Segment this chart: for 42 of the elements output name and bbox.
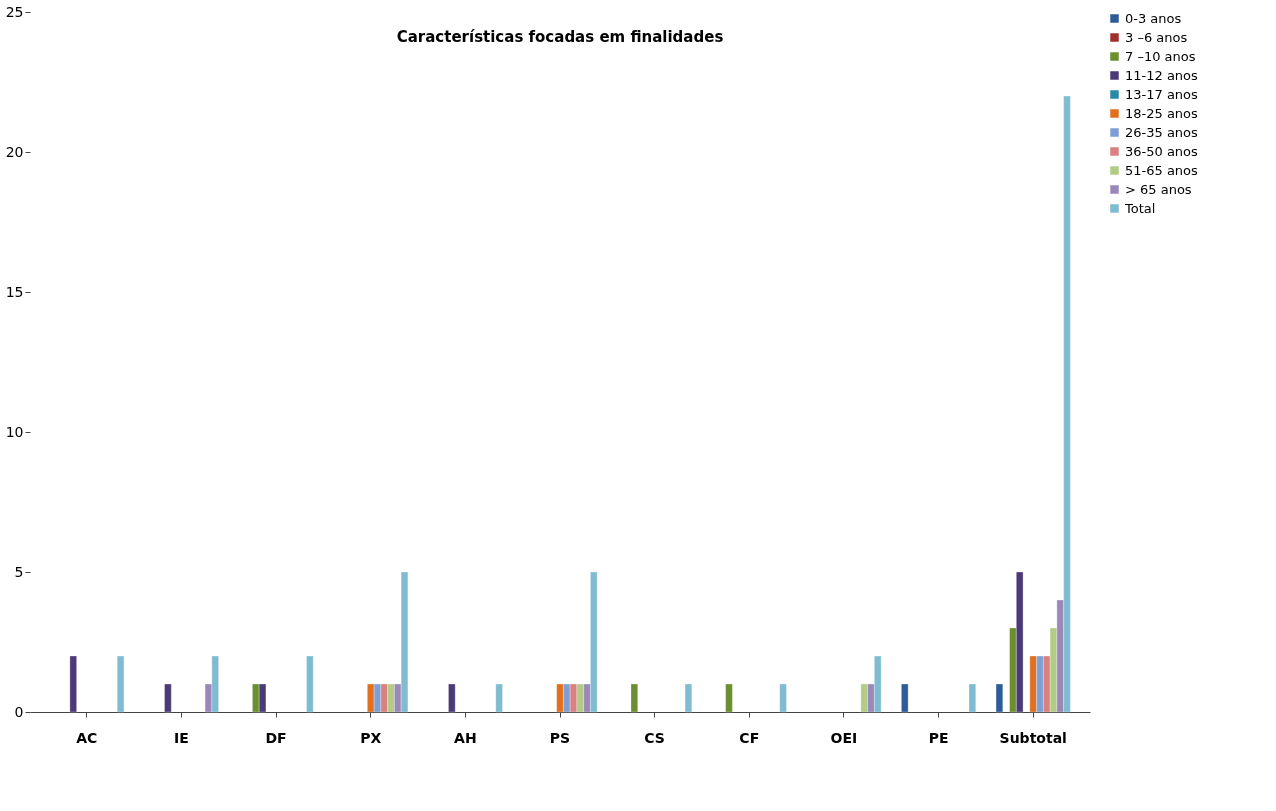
bar: [901, 683, 909, 713]
legend-label: 0-3 anos: [1125, 10, 1182, 26]
x-tick-label: AH: [454, 729, 477, 746]
x-tick-label: PS: [549, 729, 571, 746]
bar: [448, 683, 456, 713]
legend-label: 11-12 anos: [1125, 67, 1199, 83]
bar: [69, 655, 77, 713]
legend-label: > 65 anos: [1125, 181, 1192, 197]
bar: [630, 683, 638, 713]
legend-label: 51-65 anos: [1125, 162, 1199, 178]
text: Características focadas em finalidades: [396, 28, 724, 46]
x-tick-label: CF: [739, 729, 760, 746]
y-tick-label: 15: [5, 283, 24, 300]
y-tick-label: 5: [14, 563, 24, 580]
legend-label: 36-50 anos: [1125, 143, 1199, 159]
x-tick-label: PE: [928, 729, 949, 746]
y-tick-label: 20: [5, 143, 24, 160]
bar: [995, 683, 1003, 713]
x-tick-label: AC: [76, 729, 98, 746]
x-tick-label: IE: [174, 729, 189, 746]
x-tick-label: DF: [265, 729, 287, 746]
y-tick-label: 25: [5, 3, 24, 20]
legend-label: 26-35 anos: [1125, 124, 1199, 140]
legend-label: 7 –10 anos: [1125, 48, 1196, 64]
legend-label: Total: [1124, 200, 1156, 216]
x-tick-label: OEI: [830, 729, 858, 746]
legend-label: 3 –6 anos: [1125, 29, 1188, 45]
bar: [779, 683, 787, 713]
bar: [968, 683, 976, 713]
x-tick-label: Subtotal: [999, 729, 1067, 746]
bar: [164, 683, 172, 713]
legend-label: 18-25 anos: [1125, 105, 1199, 121]
x-tick-label: PX: [360, 729, 382, 746]
y-tick-label: 0: [14, 703, 24, 720]
bar: [725, 683, 733, 713]
y-tick-label: 10: [5, 423, 24, 440]
bar: [306, 655, 314, 713]
bar: [684, 683, 692, 713]
bar: [117, 655, 125, 713]
legend-label: 13-17 anos: [1125, 86, 1199, 102]
x-tick-label: CS: [644, 729, 665, 746]
bar: [495, 683, 503, 713]
